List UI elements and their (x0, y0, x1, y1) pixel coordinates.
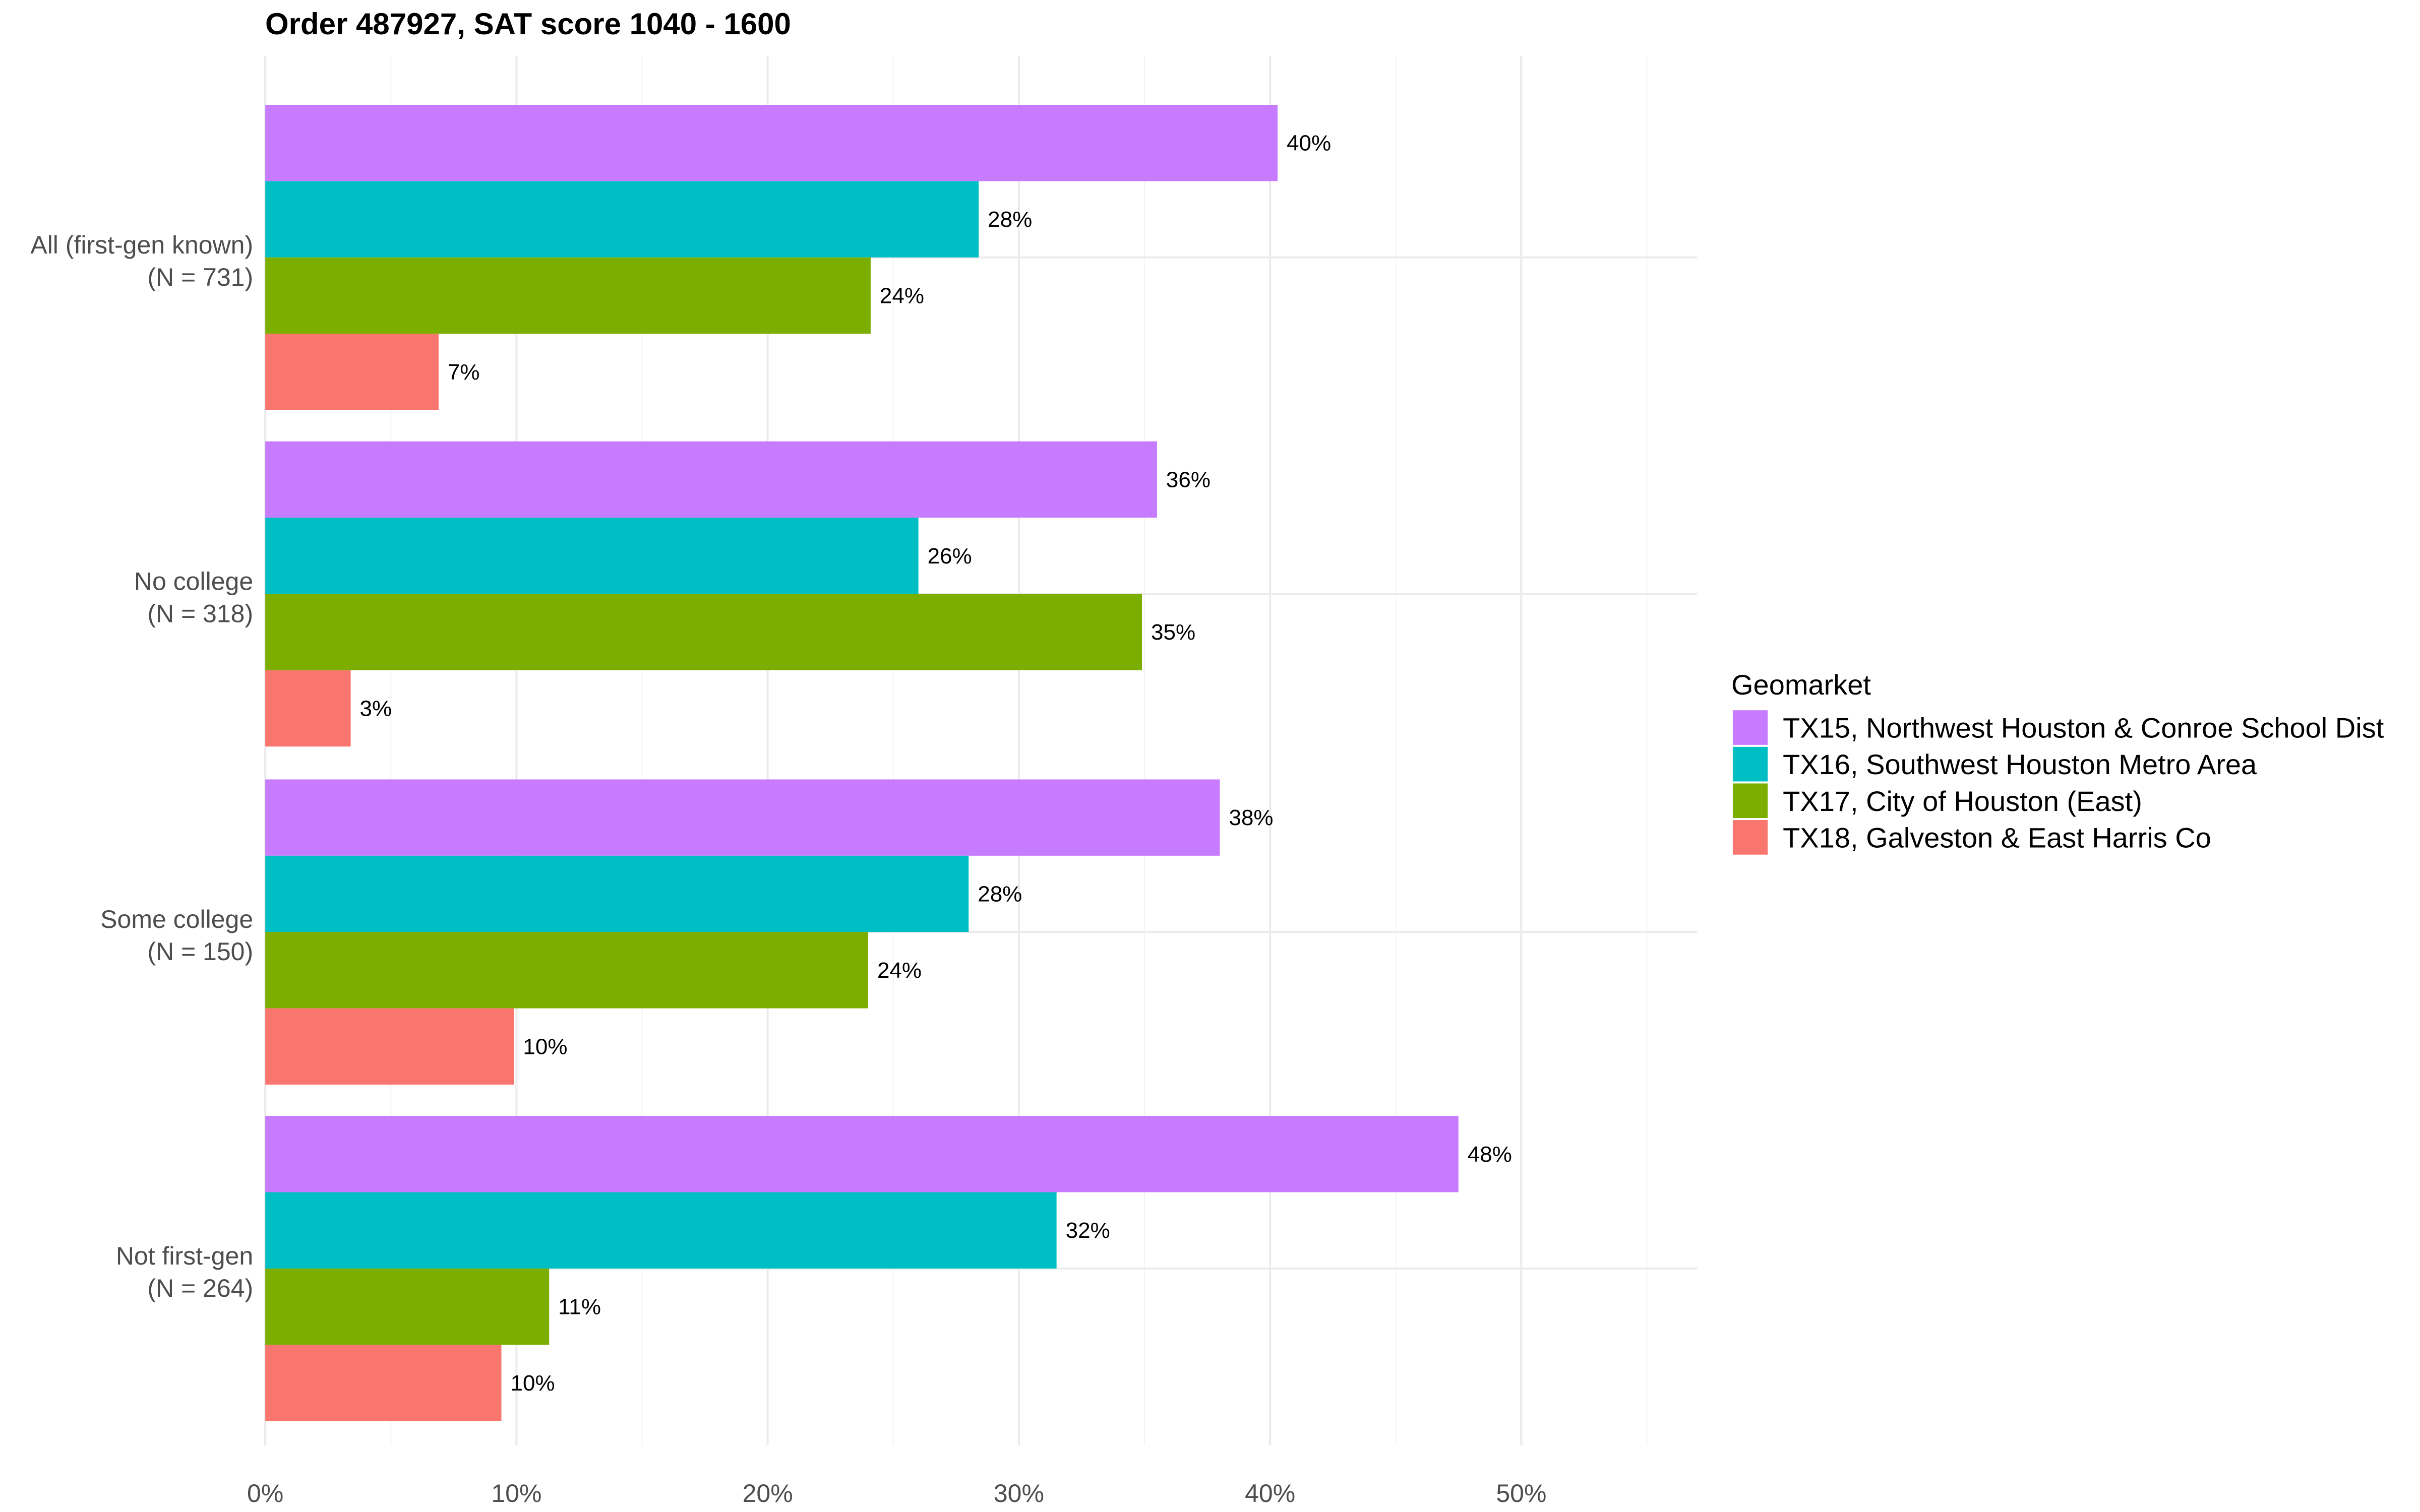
bar (265, 855, 969, 932)
legend-label: TX17, City of Houston (East) (1783, 785, 2142, 817)
data-label: 7% (448, 360, 480, 385)
x-tick-label: 50% (1496, 1479, 1546, 1507)
legend-title: Geomarket (1731, 669, 1871, 701)
data-label: 35% (1151, 620, 1195, 645)
legend[interactable]: Geomarket TX15, Northwest Houston & Conr… (1731, 669, 2384, 855)
data-label: 24% (880, 283, 924, 308)
bar (265, 1192, 1057, 1269)
bars (265, 105, 1459, 1421)
legend-key (1732, 746, 1768, 782)
legend-key (1732, 783, 1768, 818)
data-label: 10% (523, 1034, 567, 1059)
data-label: 28% (978, 882, 1022, 907)
bar (265, 1345, 502, 1421)
data-label: 24% (877, 958, 922, 983)
legend-key (1732, 820, 1768, 855)
bar (265, 441, 1157, 518)
bar (265, 594, 1142, 670)
y-axis: All (first-gen known) (N = 731) No college… (30, 231, 253, 1302)
data-label: 26% (928, 544, 972, 569)
y-tick-n-label: (N = 731) (147, 263, 253, 291)
bar (265, 1116, 1459, 1192)
x-tick-label: 30% (994, 1479, 1044, 1507)
data-label: 11% (558, 1295, 601, 1319)
y-tick-n-label: (N = 318) (147, 599, 253, 627)
bar (265, 779, 1220, 856)
legend-item[interactable]: TX15, Northwest Houston & Conroe School … (1732, 710, 2384, 745)
y-tick-label: Some college (100, 905, 253, 933)
x-tick-label: 40% (1245, 1479, 1295, 1507)
data-labels: 40% 28% 24% 7% 36% 26% 35% 3% 38% 28% 24% 10% 48% 32%… (360, 131, 1512, 1396)
x-tick-label: 10% (491, 1479, 541, 1507)
legend-label: TX15, Northwest Houston & Conroe School … (1783, 712, 2384, 744)
data-label: 38% (1229, 805, 1273, 830)
chart-title: Order 487927, SAT score 1040 - 1600 (265, 7, 791, 41)
bar (265, 670, 351, 747)
legend-label: TX18, Galveston & East Harris Co (1783, 822, 2211, 853)
x-tick-label: 0% (247, 1479, 283, 1507)
legend-item[interactable]: TX18, Galveston & East Harris Co (1732, 820, 2211, 855)
bar (265, 105, 1278, 181)
data-label: 40% (1287, 131, 1331, 156)
data-label: 10% (511, 1371, 555, 1396)
data-label: 3% (360, 697, 392, 721)
bar (265, 257, 871, 334)
bar (265, 1008, 514, 1085)
data-label: 28% (988, 207, 1032, 232)
y-tick-label: All (first-gen known) (30, 231, 253, 259)
legend-item[interactable]: TX17, City of Houston (East) (1732, 783, 2142, 818)
data-label: 32% (1066, 1218, 1110, 1243)
y-tick-n-label: (N = 264) (147, 1274, 253, 1302)
bar (265, 932, 868, 1009)
y-tick-n-label: (N = 150) (147, 937, 253, 966)
y-tick-label: Not first-gen (116, 1242, 253, 1270)
bar (265, 518, 919, 594)
data-label: 36% (1166, 467, 1211, 492)
bar (265, 181, 979, 258)
data-label: 48% (1468, 1142, 1512, 1167)
legend-key (1732, 710, 1768, 745)
x-tick-label: 20% (743, 1479, 793, 1507)
legend-label: TX16, Southwest Houston Metro Area (1783, 748, 2257, 780)
x-axis: 0% 10% 20% 30% 40% 50% (247, 1479, 1546, 1507)
bar (265, 1268, 550, 1345)
legend-item[interactable]: TX16, Southwest Houston Metro Area (1732, 746, 2257, 782)
bar (265, 334, 439, 410)
y-tick-label: No college (134, 567, 253, 595)
